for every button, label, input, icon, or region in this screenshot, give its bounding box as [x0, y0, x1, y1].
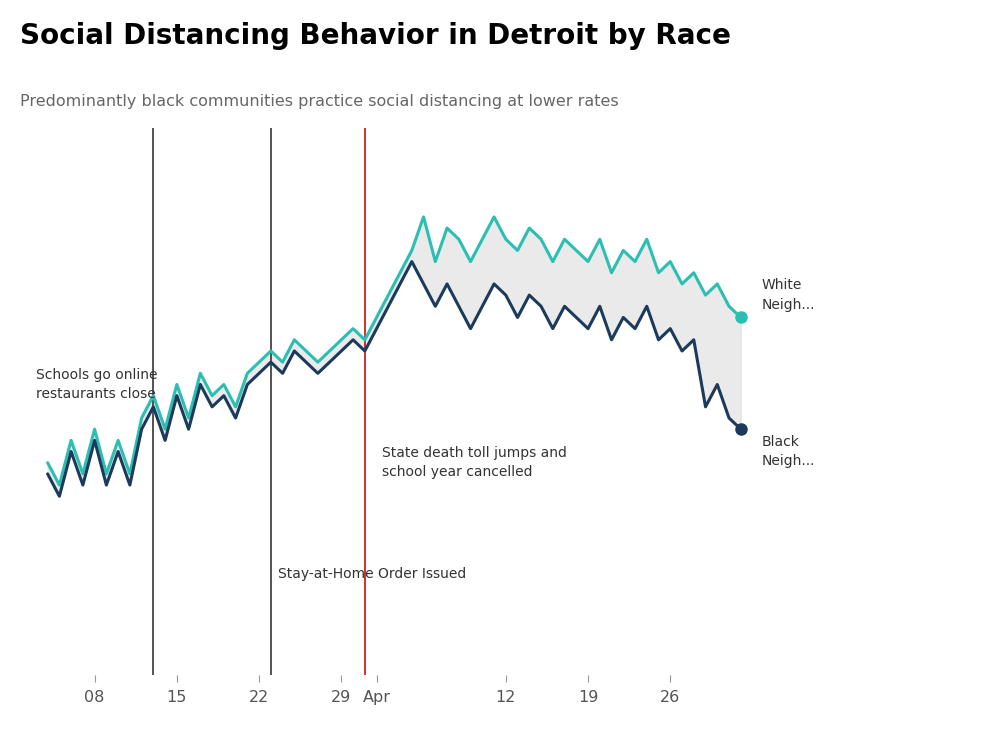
Text: White
Neigh...: White Neigh... [762, 278, 815, 312]
Text: Stay-at-Home Order Issued: Stay-at-Home Order Issued [278, 568, 466, 581]
Text: Schools go online
restaurants close: Schools go online restaurants close [36, 368, 157, 401]
Text: Predominantly black communities practice social distancing at lower rates: Predominantly black communities practice… [20, 94, 619, 109]
Text: Black
Neigh...: Black Neigh... [762, 435, 815, 468]
Text: State death toll jumps and
school year cancelled: State death toll jumps and school year c… [382, 446, 567, 479]
Text: Social Distancing Behavior in Detroit by Race: Social Distancing Behavior in Detroit by… [20, 22, 731, 50]
